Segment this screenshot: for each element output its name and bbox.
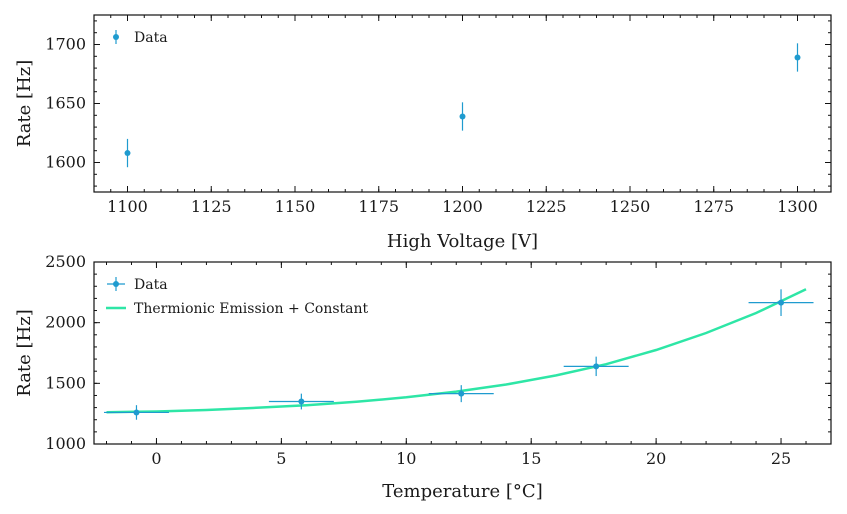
data-marker [133,409,140,416]
y-tick-label: 1700 [45,35,86,54]
x-axis-label: Temperature [°C] [382,481,542,502]
x-tick-label: 1275 [693,197,734,216]
legend: Data Thermionic Emission + Constant [106,277,369,317]
legend-data-marker [113,34,119,40]
data-marker [459,113,466,120]
x-tick-label: 1250 [610,197,651,216]
x-tick-label: 15 [521,449,541,468]
data-marker [458,390,465,397]
y-tick-label: 1500 [45,373,86,392]
x-tick-label: 25 [771,449,791,468]
x-tick-label: 10 [396,449,416,468]
panel-2: 0 5 10 15 20 25 1000 1500 2000 2500 Temperature [°… [14,252,832,502]
data-point [794,43,801,72]
x-tick-label: 5 [276,449,286,468]
legend-data-marker [113,281,119,287]
y-axis-label: Rate [Hz] [14,60,35,148]
y-tick-label: 2500 [45,252,86,271]
axes-frame [93,14,832,193]
axes-frame [93,261,832,445]
y-axis-label: Rate [Hz] [14,309,35,397]
x-tick-label: 1200 [442,197,483,216]
x-tick-label: 20 [646,449,666,468]
y-tick-label: 1000 [45,434,86,453]
x-tick-label: 0 [151,449,161,468]
data-point [103,405,169,420]
legend-entry: Data [134,30,168,46]
data-marker [298,398,305,405]
data-point [748,289,814,316]
legend: Data [113,30,168,46]
x-tick-label: 1175 [358,197,399,216]
y-tick-label: 1650 [45,94,86,113]
data-point [459,102,466,131]
y-tick-label: 2000 [45,313,86,332]
data-marker [124,150,131,157]
data-marker [778,299,785,306]
fit-curve [106,288,807,414]
x-axis-label: High Voltage [V] [387,231,538,252]
x-tick-label: 1150 [275,197,316,216]
y-tick-label: 1600 [45,153,86,172]
x-tick-label: 1300 [777,197,818,216]
panel-1: 1100 1125 1150 1175 1200 1225 1250 1275 1300 1600… [14,14,832,252]
x-tick-label: 1100 [107,197,148,216]
x-tick-label: 1125 [191,197,232,216]
x-tick-label: 1225 [526,197,567,216]
legend-entry: Thermionic Emission + Constant [134,301,369,317]
data-point [428,385,494,403]
legend-entry: Data [134,277,168,293]
data-marker [794,54,801,61]
data-point [268,393,334,410]
data-marker [593,363,600,370]
data-point [124,138,131,168]
data-point [563,356,629,377]
